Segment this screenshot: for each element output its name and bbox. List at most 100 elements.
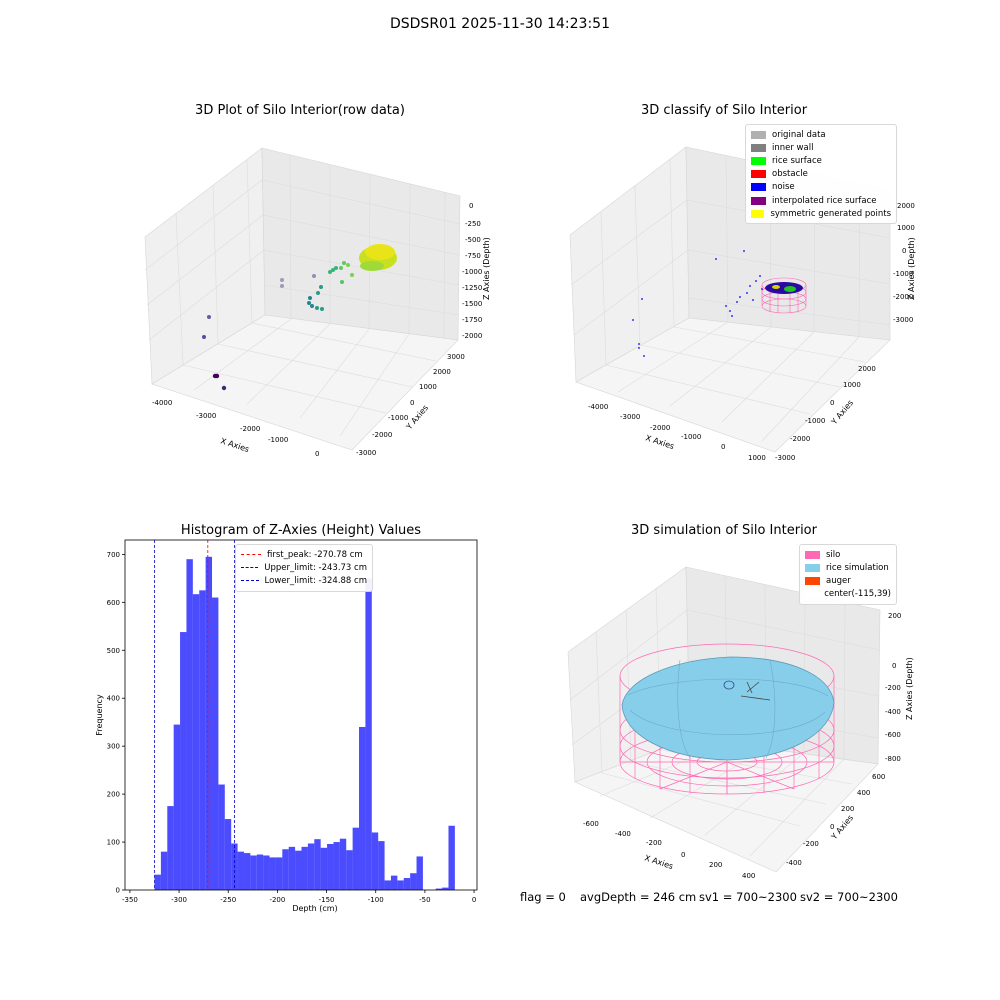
hist-bar [403, 878, 411, 890]
hist-bar [167, 806, 174, 890]
p2-rice-surface [784, 286, 796, 292]
p1-ytick: -2000 [372, 431, 392, 439]
legend-entry: obstacle [751, 168, 891, 181]
p2-noise-point [761, 288, 763, 290]
hist-bar [160, 851, 168, 890]
hist-bar [199, 590, 206, 890]
legend-line [241, 554, 261, 556]
status-flag: flag = 0 [520, 890, 566, 904]
legend-swatch [751, 130, 766, 139]
p1-xlabel: X Axies [219, 436, 250, 454]
hist-bar [397, 880, 404, 890]
p4-xtick: 200 [709, 861, 722, 869]
hist-frame [124, 539, 478, 891]
hist-ytick-label: 500 [107, 647, 120, 655]
p2-noise-point [729, 310, 731, 312]
hist-x-ticks: -350 -300 -250 -200 -150 -100 -50 0 [122, 890, 476, 904]
p1-point [319, 285, 323, 289]
p1-point [280, 278, 284, 282]
hist-bar [186, 559, 193, 890]
hist-bar [448, 825, 455, 890]
p4-xtick: -600 [583, 820, 599, 828]
panel4-z-ticks: 200 0 -200 -400 -600 -800 [885, 612, 901, 763]
legend-swatch [751, 183, 766, 192]
panel1-gridlines [144, 154, 461, 437]
legend-swatch [751, 209, 765, 218]
legend-label: original data [772, 129, 826, 140]
p4-xtick: 0 [681, 851, 685, 859]
p2-ytick: 2000 [858, 365, 876, 373]
legend-label: symmetric generated points [770, 208, 891, 219]
p1-ztick: -500 [465, 236, 481, 244]
hist-xtick-label: -300 [171, 896, 187, 904]
panel2-x-ticks: -4000 -3000 -2000 -1000 0 1000 [588, 403, 766, 462]
p2-xtick: -1000 [681, 433, 701, 441]
hist-bar [218, 784, 225, 890]
p2-ytick: 0 [830, 399, 834, 407]
p1-point [331, 268, 335, 272]
legend-line [241, 567, 259, 569]
p2-noise-point [739, 296, 741, 298]
p2-xtick: 0 [721, 443, 725, 451]
legend-swatch [805, 576, 820, 585]
p1-ytick: 0 [410, 399, 414, 407]
p4-xtick: -400 [615, 830, 631, 838]
hist-bar [192, 594, 200, 890]
p1-dense-cluster [365, 244, 395, 260]
p1-ytick: 2000 [433, 368, 451, 376]
hist-bar [256, 854, 264, 890]
p1-ztick: -750 [465, 252, 481, 260]
p2-noise-point [752, 299, 754, 301]
panel3-histogram: -350 -300 -250 -200 -150 -100 -50 0 0 100 200 300 4… [95, 539, 478, 913]
legend-label: center(-115,39) [824, 589, 891, 600]
p1-xtick: -4000 [152, 399, 172, 407]
p1-point [346, 263, 350, 267]
panel1-x-ticks: -4000 -3000 -2000 -1000 0 [152, 399, 319, 458]
p1-point [350, 273, 354, 277]
p4-ztick: 200 [888, 612, 901, 620]
legend-label: auger [826, 575, 851, 586]
p1-point [340, 280, 344, 284]
panel2-title: 3D classify of Silo Interior [640, 103, 808, 118]
panel4-3d-plot: -600 -400 -200 0 200 400 X Axies -400 -2… [567, 566, 914, 880]
p2-rice-surface [765, 282, 803, 294]
p1-xtick: -1000 [268, 436, 288, 444]
p4-ytick: 0 [830, 823, 834, 831]
p2-noise-point [759, 275, 761, 277]
hist-y-ticks: 0 100 200 300 400 500 600 700 [107, 551, 125, 895]
legend-label: noise [772, 182, 795, 193]
p4-ytick: 600 [872, 773, 885, 781]
p1-xtick: -3000 [196, 412, 216, 420]
hist-bar [378, 841, 385, 890]
panel1-title: 3D Plot of Silo Interior(row data) [195, 103, 405, 118]
panel4-legend: silo rice simulation auger center(-115,3… [799, 544, 897, 605]
p2-noise-point [715, 258, 717, 260]
legend-label: silo [826, 549, 841, 560]
hist-bar [371, 832, 379, 890]
hist-bar [180, 632, 187, 890]
status-sv1: sv1 = 700~2300 [699, 890, 797, 904]
legend-swatch [805, 563, 820, 572]
hist-ytick-label: 400 [107, 695, 120, 703]
p1-point [316, 291, 320, 295]
p2-noise-point [743, 250, 745, 252]
p4-ytick: -200 [803, 840, 819, 848]
legend-entry: center(-115,39) [805, 588, 891, 601]
hist-bar [205, 556, 213, 890]
p1-point [312, 274, 316, 278]
p4-xtick: -200 [646, 839, 662, 847]
legend-entry: rice surface [751, 154, 891, 167]
p1-ytick: 1000 [419, 383, 437, 391]
legend-entry: symmetric generated points [751, 207, 891, 220]
legend-entry: silo [805, 548, 891, 561]
p2-noise-point [746, 292, 748, 294]
hist-bar [288, 846, 296, 890]
p1-point [342, 261, 346, 265]
p2-xtick: -4000 [588, 403, 608, 411]
hist-bars [154, 556, 455, 890]
legend-entry: Upper_limit: -243.73 cm [241, 561, 367, 574]
panel1-z-ticks: 0 -250 -500 -750 -1000 -1250 -1500 -1750… [462, 202, 482, 340]
legend-label: rice simulation [826, 562, 889, 573]
hist-bar [333, 842, 340, 890]
hist-bar [301, 846, 308, 890]
